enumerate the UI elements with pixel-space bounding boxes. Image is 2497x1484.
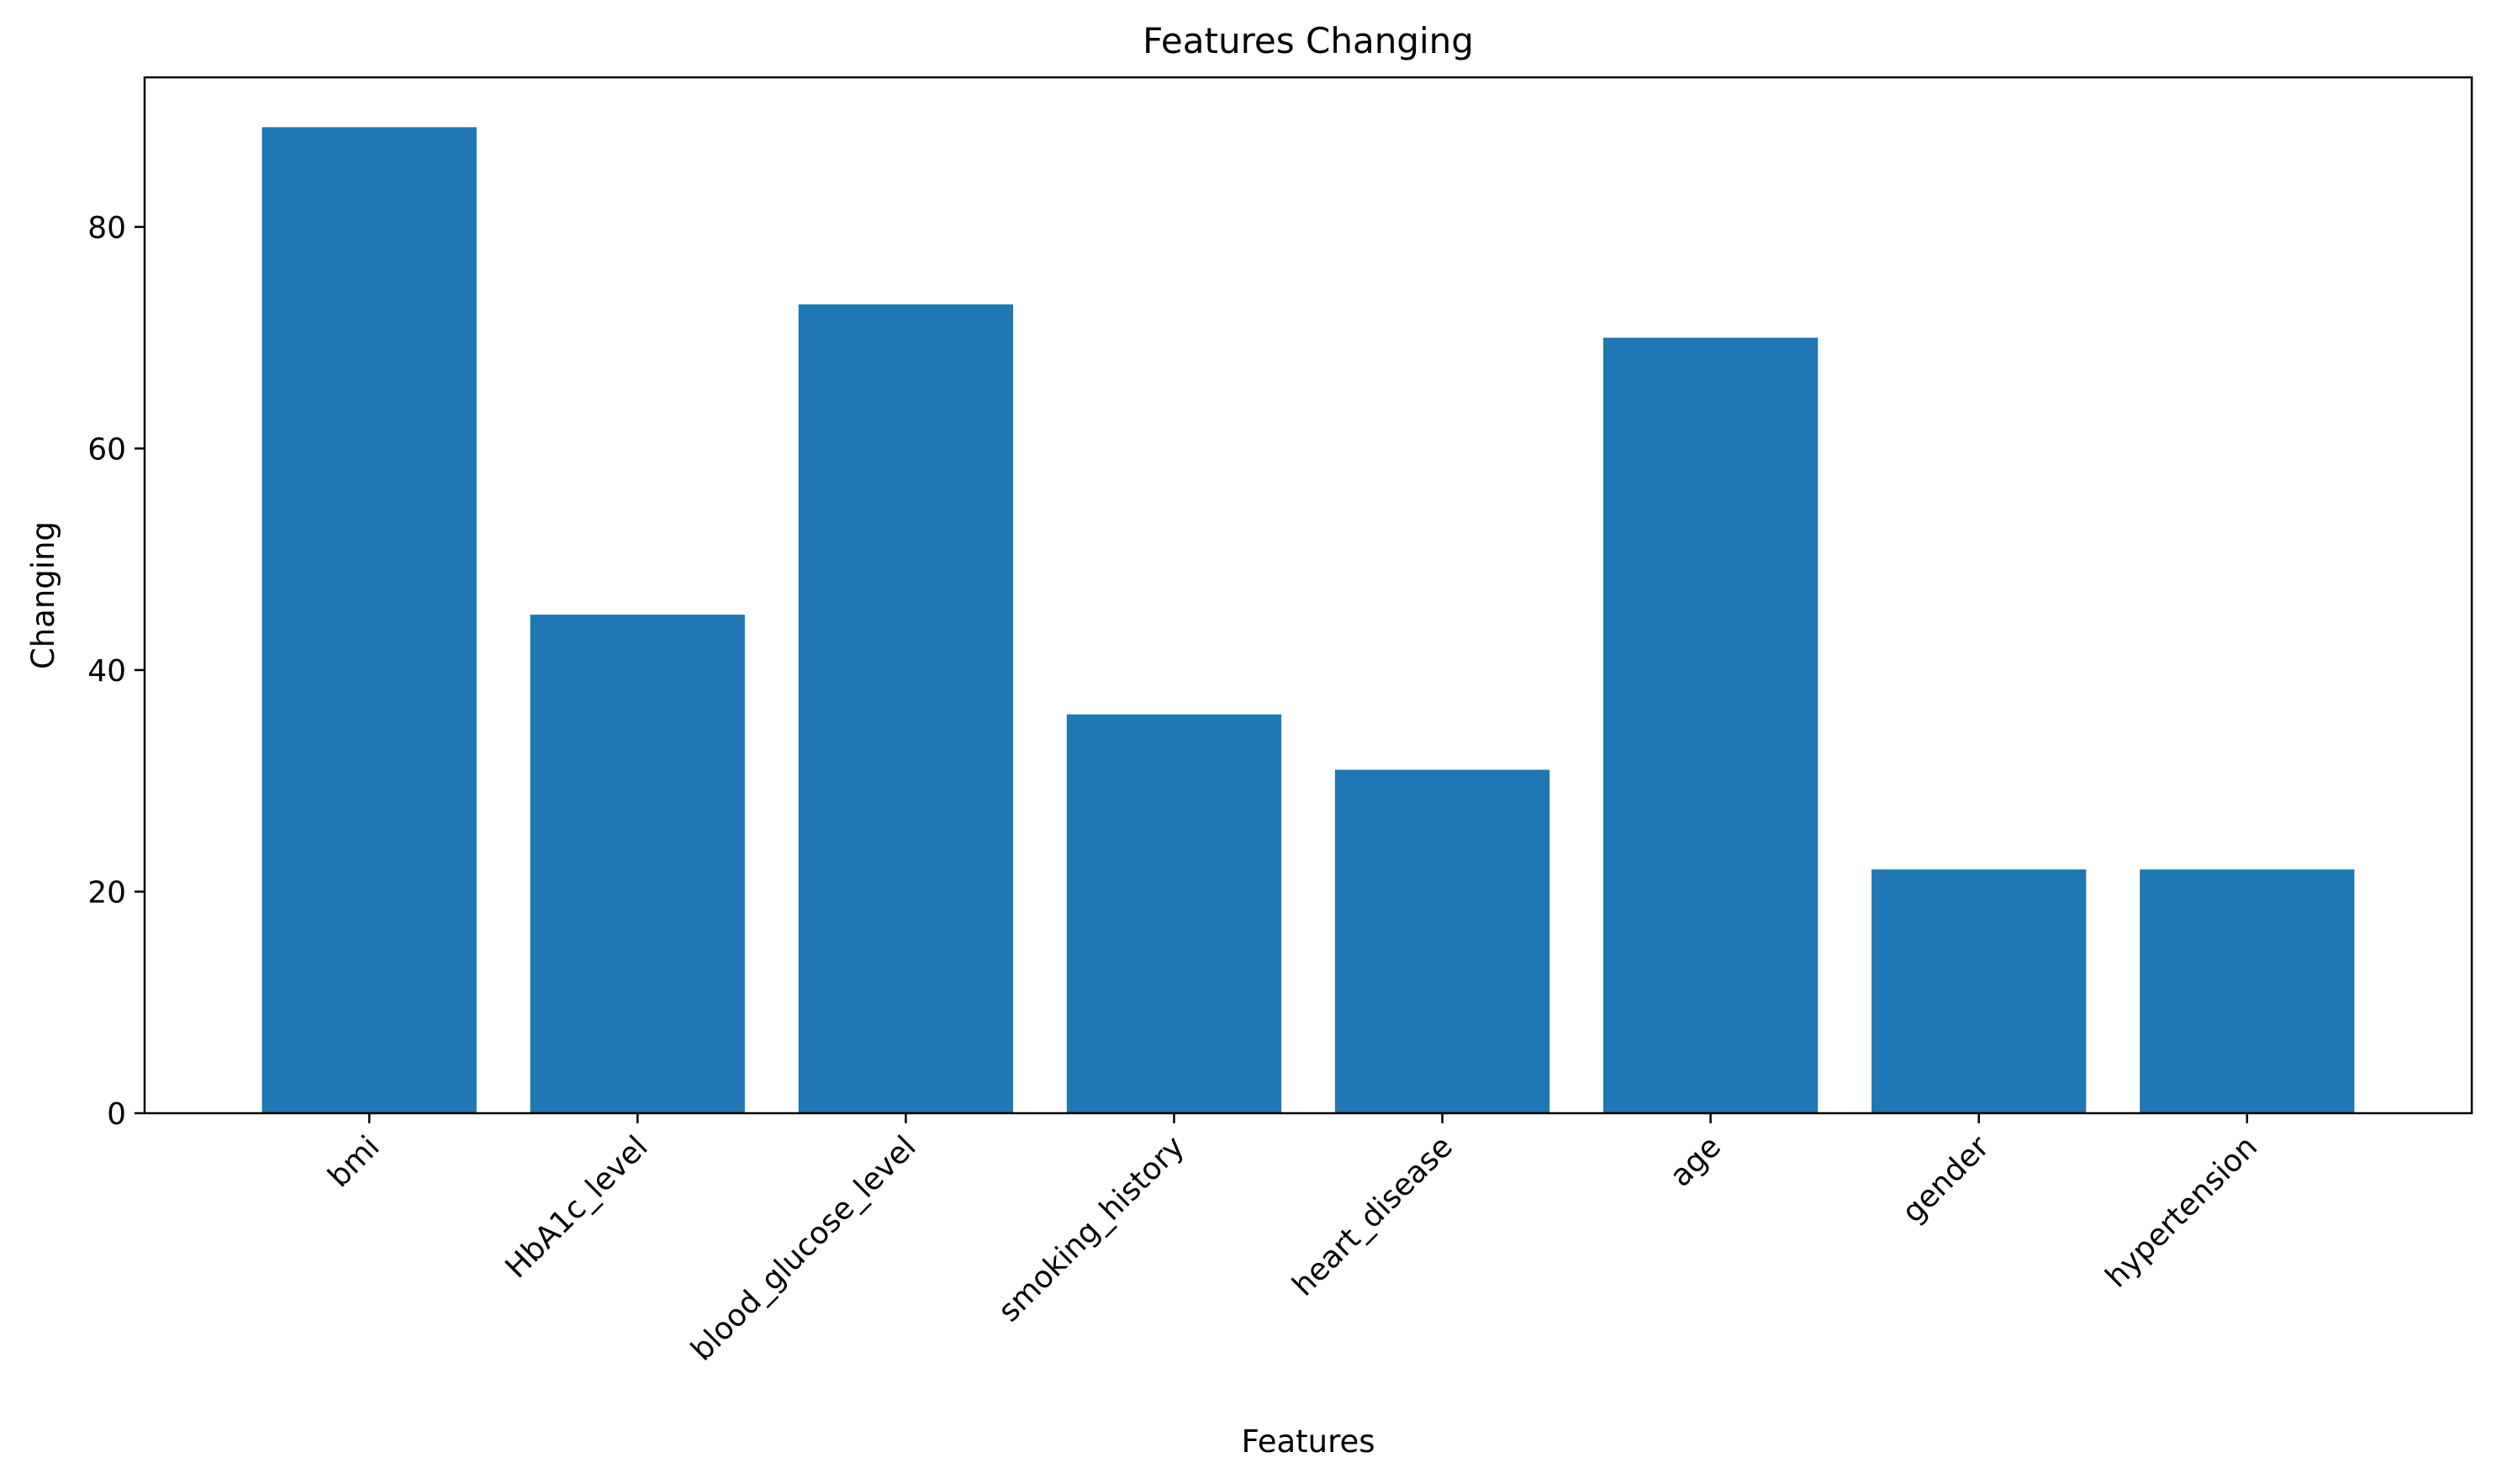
y-tick-label: 60 xyxy=(87,432,126,467)
chart-title: Features Changing xyxy=(1143,20,1474,61)
y-tick-label: 0 xyxy=(107,1097,126,1132)
plot-frame xyxy=(143,76,2473,1115)
bar-hypertension xyxy=(2140,869,2355,1113)
bars-group xyxy=(261,127,2355,1113)
y-tick-label: 20 xyxy=(87,875,126,910)
bar-bmi xyxy=(261,127,477,1113)
bar-gender xyxy=(1871,869,2087,1113)
y-axis: 0 20 40 60 80 xyxy=(87,211,145,1132)
bar-smoking-history xyxy=(1066,714,1282,1113)
y-tick-label: 40 xyxy=(87,654,126,689)
y-axis-label: Changing xyxy=(25,521,61,669)
bar-hba1c-level xyxy=(530,615,745,1113)
bar-age xyxy=(1602,337,1819,1113)
x-axis-label: Features xyxy=(1241,1423,1375,1460)
bar-blood-glucose-level xyxy=(798,304,1014,1113)
bar-heart-disease xyxy=(1334,769,1550,1113)
y-tick-label: 80 xyxy=(87,211,126,246)
